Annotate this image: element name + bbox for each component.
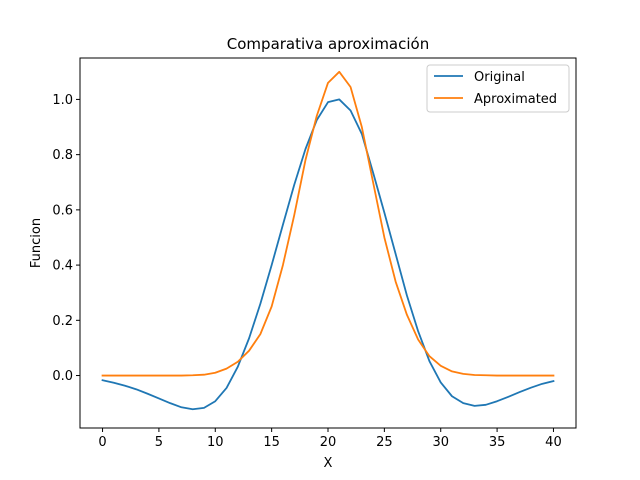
legend-label-original: Original <box>474 70 525 85</box>
y-tick-label: 0.8 <box>52 148 73 163</box>
x-tick-label: 30 <box>432 435 449 450</box>
y-axis: 0.0 0.2 0.4 0.6 0.8 1.0 <box>52 93 80 384</box>
y-tick-label: 0.4 <box>52 259 73 274</box>
legend: Original Aproximated <box>426 64 570 113</box>
y-axis-label: Funcion <box>29 218 44 268</box>
x-tick-label: 40 <box>545 435 562 450</box>
series-line-aproximated <box>101 70 555 377</box>
legend-label-aproximated: Aproximated <box>474 92 557 107</box>
x-tick-label: 25 <box>376 435 393 450</box>
y-tick-label: 0.0 <box>52 369 73 384</box>
y-tick-label: 1.0 <box>52 93 73 108</box>
x-axis: 0 5 10 15 20 25 30 35 40 <box>98 428 562 450</box>
x-tick-label: 5 <box>155 435 163 450</box>
y-tick-label: 0.6 <box>52 203 73 218</box>
y-tick-label: 0.2 <box>52 314 73 329</box>
x-tick-label: 0 <box>98 435 106 450</box>
x-axis-label: X <box>324 456 333 471</box>
x-tick-label: 15 <box>263 435 280 450</box>
series-layer <box>101 70 555 411</box>
x-tick-label: 10 <box>207 435 224 450</box>
x-tick-label: 20 <box>320 435 337 450</box>
chart-title: Comparativa aproximación <box>227 35 429 53</box>
x-tick-label: 35 <box>489 435 506 450</box>
series-line-original <box>101 98 555 411</box>
